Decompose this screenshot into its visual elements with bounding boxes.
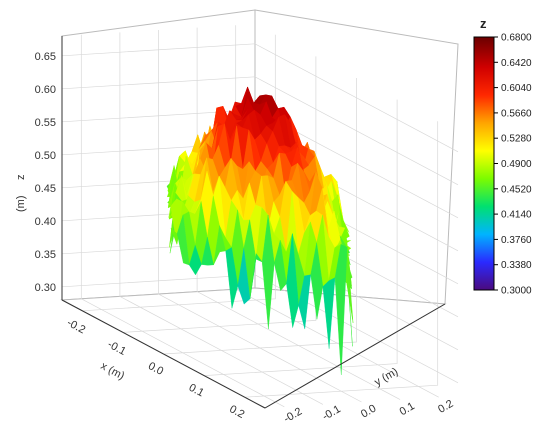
z-tick-label: 0.60 bbox=[35, 84, 56, 96]
y-grid-line bbox=[119, 32, 324, 405]
y-tick-label: -0.2 bbox=[282, 406, 304, 423]
x-axis-line bbox=[61, 299, 266, 409]
colorbar-tick-label: 0.4520 bbox=[501, 184, 532, 195]
grid-lines bbox=[61, 25, 459, 408]
colorbar-gradient bbox=[473, 36, 495, 291]
y-grid-line bbox=[196, 27, 401, 400]
axis-lines bbox=[61, 36, 446, 409]
colorbar-tick-label: 0.6040 bbox=[501, 83, 532, 94]
x-tick-label: 0.2 bbox=[227, 403, 246, 421]
colorbar-tick-label: 0.5660 bbox=[501, 108, 532, 119]
colorbar-tick-label: 0.6420 bbox=[501, 58, 532, 69]
colorbar-title: z bbox=[480, 16, 487, 31]
z-axis-label: z bbox=[15, 175, 27, 181]
z-axis-unit: (m) bbox=[15, 196, 27, 213]
surface-cell bbox=[334, 244, 348, 375]
z-tick-label: 0.35 bbox=[35, 249, 56, 261]
y-tick-label: 0.1 bbox=[398, 400, 417, 418]
colorbar-tick-label: 0.3000 bbox=[501, 286, 532, 297]
y-grid-line bbox=[80, 34, 285, 408]
z-grid-line bbox=[61, 43, 459, 153]
z-tick-label: 0.30 bbox=[35, 282, 56, 294]
z-tick-label: 0.50 bbox=[35, 150, 56, 162]
x-tick-label: -0.1 bbox=[105, 338, 127, 358]
z-tick-labels: 0.30 0.35 0.40 0.45 0.50 0.55 0.60 0.65 bbox=[35, 51, 56, 294]
y-tick-label: 0.0 bbox=[359, 403, 378, 421]
z-grid-line bbox=[61, 274, 459, 384]
y-axis-label: y (m) bbox=[373, 366, 401, 389]
z-tick-label: 0.55 bbox=[35, 117, 56, 129]
x-grid-line bbox=[244, 121, 439, 398]
y-tick-label: -0.1 bbox=[320, 403, 342, 423]
colorbar-tick-label: 0.4900 bbox=[501, 159, 532, 170]
colorbar-tick-label: 0.3760 bbox=[501, 235, 532, 246]
z-tick-label: 0.40 bbox=[35, 216, 56, 228]
y-tick-labels: -0.2 -0.1 0.0 0.1 0.2 bbox=[282, 398, 456, 423]
x-tick-label: 0.0 bbox=[146, 360, 165, 378]
y-axis-line bbox=[264, 303, 446, 409]
colorbar-tick-label: 0.5280 bbox=[501, 134, 532, 145]
x-grid-line bbox=[163, 78, 357, 355]
y-grid-line bbox=[158, 30, 362, 403]
colorbar: z 0.30000.33800.37600.41400.45200.49000.… bbox=[473, 16, 532, 297]
x-tick-label: -0.2 bbox=[65, 317, 87, 337]
z-grid-line bbox=[61, 76, 459, 186]
colorbar-tick-label: 0.6800 bbox=[501, 33, 532, 44]
x-grid-line bbox=[204, 99, 398, 376]
z-tick-label: 0.65 bbox=[35, 51, 56, 63]
colorbar-tick-label: 0.3380 bbox=[501, 260, 532, 271]
colorbar-ticks: 0.3000 0.3380 0.3760 0.4140 0.4520 0.4900 0.52… bbox=[494, 33, 532, 297]
x-grid-line bbox=[122, 56, 317, 333]
x-tick-label: 0.1 bbox=[187, 382, 206, 400]
z-tick-label: 0.45 bbox=[35, 183, 56, 195]
colorbar-tick-label: 0.4140 bbox=[501, 210, 532, 221]
surface-mesh bbox=[166, 86, 354, 375]
x-axis-label: x (m) bbox=[99, 360, 127, 382]
y-tick-label: 0.2 bbox=[436, 398, 455, 416]
